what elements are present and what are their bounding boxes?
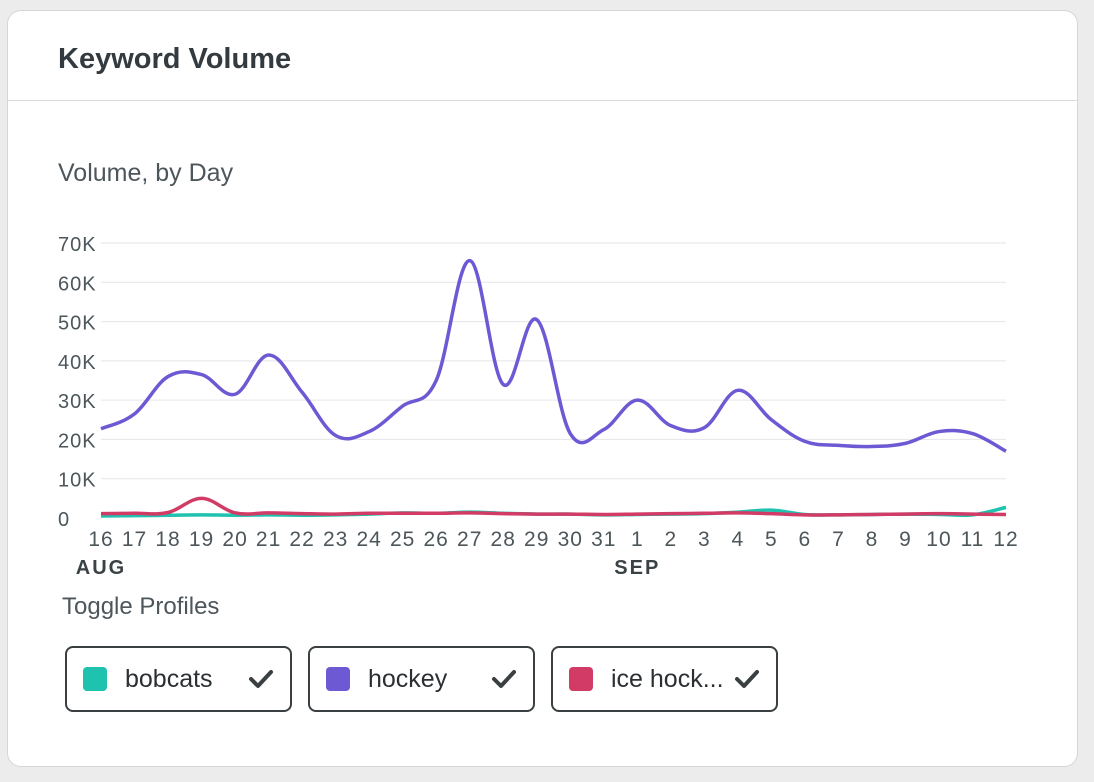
check-icon <box>735 670 759 688</box>
x-tick-label: 10 <box>926 528 951 551</box>
x-tick-label: 22 <box>289 528 314 551</box>
ice-hockey-swatch <box>569 667 593 691</box>
x-tick-label: 20 <box>222 528 247 551</box>
x-tick-label: 29 <box>524 528 549 551</box>
keyword-volume-card: Keyword Volume Volume, by Day 0 10K 20K 30K… <box>7 10 1078 767</box>
toggle-hockey-label: hockey <box>368 664 448 693</box>
x-tick-label: 6 <box>799 528 812 551</box>
series-line-ice-hock <box>100 496 1007 517</box>
x-tick-label: 24 <box>356 528 381 551</box>
y-tick-label: 70K <box>58 234 97 256</box>
x-tick-label: 16 <box>88 528 113 551</box>
x-tick-label: 1 <box>631 528 644 551</box>
x-tick-label: 8 <box>866 528 879 551</box>
x-tick-label: 19 <box>189 528 214 551</box>
x-tick-label: 11 <box>961 528 985 551</box>
x-tick-label: 17 <box>122 528 147 551</box>
x-tick-label: 9 <box>899 528 912 551</box>
toggle-bobcats[interactable]: bobcats <box>65 646 292 712</box>
x-tick-label: 18 <box>155 528 180 551</box>
y-tick-label: 50K <box>58 313 97 335</box>
x-tick-label: 26 <box>424 528 449 551</box>
y-tick-label: 10K <box>58 470 97 492</box>
toggle-ice-hockey-label: ice hock... <box>611 664 724 693</box>
x-tick-label: 25 <box>390 528 415 551</box>
x-tick-label: 4 <box>732 528 745 551</box>
y-tick-label: 30K <box>58 391 97 413</box>
bobcats-swatch <box>83 667 107 691</box>
x-tick-label: 28 <box>491 528 516 551</box>
card-title: Keyword Volume <box>58 43 292 75</box>
x-tick-label: 30 <box>558 528 583 551</box>
x-tick-label: 7 <box>832 528 845 551</box>
profile-toggles: bobcats hockey ice hock... <box>65 646 778 712</box>
hockey-swatch <box>326 667 350 691</box>
toggle-ice-hockey[interactable]: ice hock... <box>551 646 778 712</box>
check-icon <box>492 670 516 688</box>
x-tick-label: 2 <box>664 528 677 551</box>
x-tick-label: 31 <box>591 528 616 551</box>
x-tick-label: 21 <box>256 528 281 551</box>
x-tick-label: 12 <box>993 528 1018 551</box>
x-tick-label: 3 <box>698 528 711 551</box>
toggle-bobcats-label: bobcats <box>125 664 213 693</box>
toggle-hockey[interactable]: hockey <box>308 646 535 712</box>
x-tick-label: 23 <box>323 528 348 551</box>
month-label: SEP <box>614 557 660 579</box>
check-icon <box>249 670 273 688</box>
card-header: Keyword Volume <box>8 11 1077 101</box>
y-tick-label: 0 <box>58 509 70 531</box>
x-tick-label: 5 <box>765 528 778 551</box>
month-label: AUG <box>76 557 126 579</box>
x-tick-label: 27 <box>457 528 482 551</box>
y-tick-label: 60K <box>58 273 97 295</box>
series-line-hockey <box>100 258 1007 453</box>
toggle-profiles-label: Toggle Profiles <box>62 593 220 620</box>
chart-subtitle: Volume, by Day <box>58 159 234 187</box>
y-tick-label: 20K <box>58 430 97 452</box>
y-tick-label: 40K <box>58 352 97 374</box>
